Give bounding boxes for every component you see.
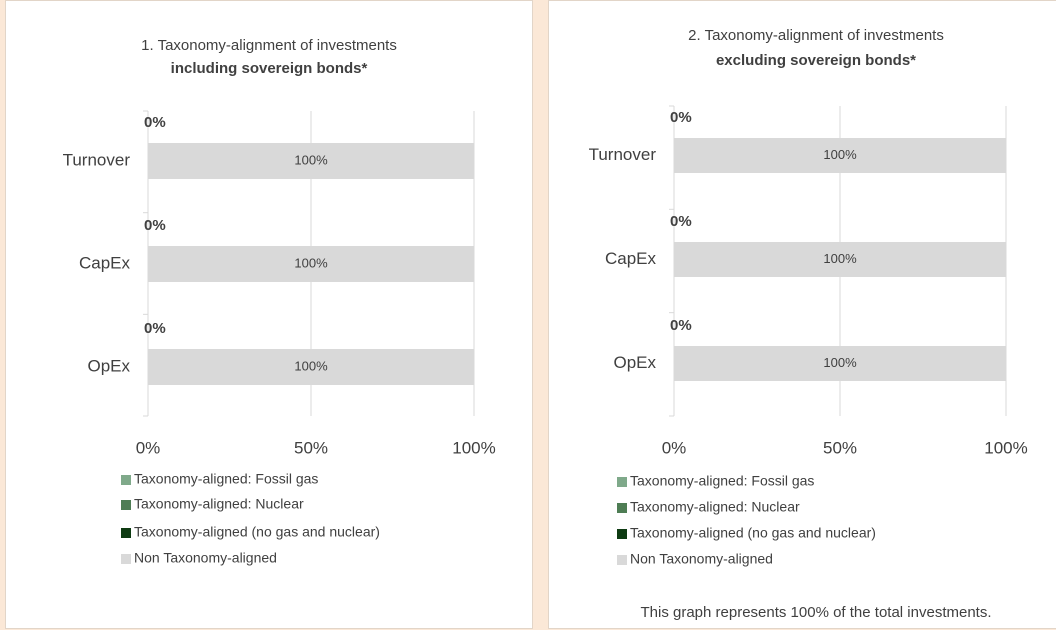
panel: 2. Taxonomy-alignment of investments excl… [548,0,1056,629]
legend-label: Taxonomy-aligned: Nuclear [630,499,800,515]
legend-swatch [617,503,627,513]
bar-segment [148,246,474,282]
bar-segment [148,143,474,179]
x-tick-label: 100% [452,438,495,457]
panel: 1. Taxonomy-alignment of investments incl… [5,0,533,629]
chart: 2. Taxonomy-alignment of investments excl… [589,27,1028,621]
legend-label: Taxonomy-aligned: Fossil gas [630,473,814,489]
data-label: 0% [670,109,692,126]
chart-title: 1. Taxonomy-alignment of investments [141,37,397,54]
bar-segment [148,349,474,385]
legend-swatch [121,554,131,564]
x-tick-label: 50% [823,438,857,457]
x-tick-label: 0% [662,438,687,457]
x-tick-label: 50% [294,438,328,457]
legend-swatch [617,529,627,539]
bar-segment [674,138,1006,173]
data-label: 0% [670,213,692,230]
legend-label: Taxonomy-aligned: Fossil gas [134,471,318,487]
x-tick-label: 100% [984,438,1027,457]
legend-label: Non Taxonomy-aligned [630,551,773,567]
legend-label: Taxonomy-aligned (no gas and nuclear) [134,524,380,540]
data-label: 0% [144,217,166,234]
y-tick-label: Turnover [589,145,657,164]
y-tick-label: OpEx [87,356,130,375]
legend-swatch [617,477,627,487]
data-label: 0% [670,317,692,334]
data-label: 100% [823,355,857,370]
chart-title: 2. Taxonomy-alignment of investments [688,27,944,44]
chart-subtitle: including sovereign bonds* [171,60,368,77]
data-label: 100% [294,255,328,270]
y-tick-label: CapEx [605,249,657,268]
legend-swatch [121,500,131,510]
x-tick-label: 0% [136,438,161,457]
y-tick-label: OpEx [613,353,656,372]
y-tick-label: Turnover [63,150,131,169]
annotation: This graph represents 100% of the total … [640,604,991,621]
data-label: 0% [144,114,166,131]
data-label: 100% [823,147,857,162]
chart: 1. Taxonomy-alignment of investments incl… [63,37,496,566]
legend-swatch [617,555,627,565]
y-tick-label: CapEx [79,253,131,272]
data-label: 100% [294,152,328,167]
data-label: 100% [294,358,328,373]
legend-swatch [121,528,131,538]
legend-label: Non Taxonomy-aligned [134,550,277,566]
legend-label: Taxonomy-aligned: Nuclear [134,496,304,512]
chart-subtitle: excluding sovereign bonds* [716,52,916,69]
legend-label: Taxonomy-aligned (no gas and nuclear) [630,525,876,541]
data-label: 0% [144,320,166,337]
legend-swatch [121,475,131,485]
bar-segment [674,242,1006,277]
bar-segment [674,346,1006,381]
data-label: 100% [823,251,857,266]
